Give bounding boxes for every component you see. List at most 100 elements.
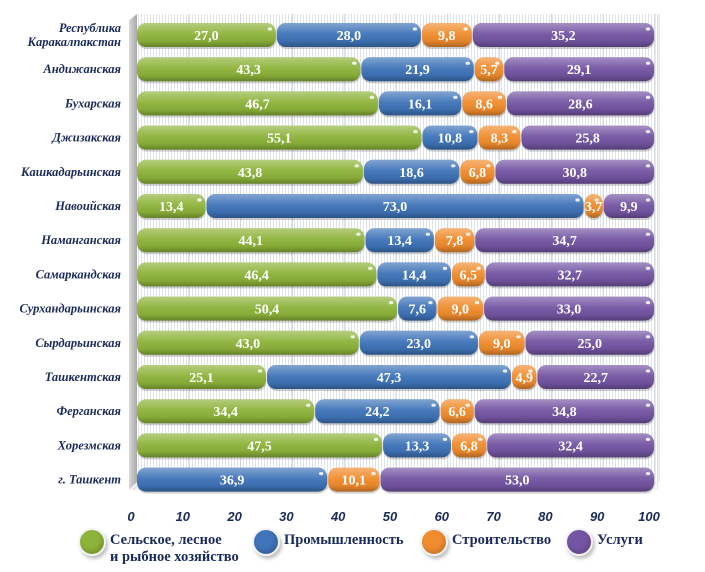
data-label: 25,8 — [575, 132, 600, 147]
data-label: 25,0 — [578, 337, 603, 352]
bar-segment: 50,4 — [137, 296, 398, 323]
bar-highlight — [465, 61, 470, 65]
legend-label-agriculture: Сельское, лесное и рыбное хозяйство — [110, 532, 239, 565]
data-label: 21,9 — [405, 63, 430, 78]
data-label: 47,5 — [247, 439, 272, 454]
bar-segment: 46,4 — [137, 262, 377, 289]
data-label: 9,0 — [452, 303, 470, 318]
bar-highlight — [528, 369, 533, 373]
bar-gloss — [537, 365, 654, 389]
bar-segment: 8,3 — [478, 125, 521, 152]
bar-gloss — [315, 399, 440, 424]
bar-segment: 32,4 — [487, 433, 655, 460]
bar-gloss — [137, 57, 361, 82]
bar-row: 13,4 73,0 3,7 9,9 — [137, 194, 655, 220]
x-tick-label: 60 — [435, 509, 450, 524]
bar-highlight — [495, 61, 500, 65]
bar-highlight — [474, 301, 480, 305]
bar-gloss — [137, 330, 359, 355]
data-label: 24,2 — [365, 405, 390, 420]
data-label: 14,4 — [402, 268, 427, 283]
bar-highlight — [512, 130, 517, 134]
bar-highlight — [645, 232, 651, 236]
category-label-line: Бухарская — [64, 96, 122, 110]
bar-segment: 6,8 — [451, 433, 487, 460]
category-label: г. Ташкент — [58, 473, 121, 487]
bar-row: 25,1 47,3 4,9 22,7 — [137, 365, 655, 391]
data-label: 7,8 — [446, 234, 464, 249]
data-label: 44,1 — [238, 234, 263, 249]
data-label: 18,6 — [399, 166, 424, 181]
x-tick-label: 90 — [590, 509, 605, 524]
data-label: 50,4 — [255, 303, 280, 318]
bar-segment: 16,1 — [378, 91, 462, 118]
bar-highlight — [645, 61, 651, 65]
bar-highlight — [413, 130, 418, 134]
data-label: 34,7 — [552, 234, 577, 249]
bar-row: 36,9 10,1 53,0 — [137, 467, 655, 494]
category-label-line: Сурхандарьинская — [19, 302, 121, 316]
data-label: 13,4 — [159, 200, 184, 215]
bar-highlight — [476, 266, 481, 270]
category-label: Самаркандская — [36, 267, 122, 281]
data-label: 5,7 — [480, 63, 498, 78]
data-label: 6,8 — [460, 439, 478, 454]
bar-segment: 7,8 — [434, 228, 475, 255]
bar-highlight — [469, 130, 474, 134]
bar-segment: 43,3 — [137, 57, 361, 84]
data-label: 34,8 — [552, 405, 577, 420]
bar-highlight — [463, 27, 468, 31]
bar-row: 43,8 18,6 6,8 30,8 — [137, 159, 655, 186]
bar-highlight — [465, 403, 470, 407]
data-label: 34,4 — [213, 405, 238, 420]
data-label: 46,4 — [244, 268, 269, 283]
data-label: 23,0 — [407, 337, 432, 352]
category-label: Бухарская — [64, 96, 122, 110]
bar-highlight — [412, 27, 418, 31]
bar-row: 44,1 13,4 7,8 34,7 — [137, 228, 655, 255]
bar-row: 34,4 24,2 6,6 34,8 — [137, 399, 655, 426]
bar-gloss — [603, 194, 654, 218]
bar-gloss — [398, 296, 437, 321]
bar-highlight — [388, 301, 394, 305]
data-label: 28,0 — [337, 29, 362, 44]
data-label: 27,0 — [194, 29, 219, 44]
bar-segment: 23,0 — [359, 330, 479, 357]
bar-highlight — [645, 335, 651, 339]
data-label: 7,6 — [409, 303, 427, 318]
legend-item-services: Услуги — [565, 528, 643, 556]
bar-highlight — [431, 403, 436, 407]
bar-gloss — [460, 159, 495, 184]
data-label: 30,8 — [562, 166, 587, 181]
legend: Сельское, лесное и рыбное хозяйство Пром… — [0, 528, 705, 572]
category-label: Хорезмская — [57, 438, 122, 452]
bar-gloss — [380, 467, 654, 492]
bar-segment: 32,7 — [485, 262, 655, 289]
bar-segment: 29,1 — [504, 57, 655, 84]
data-label: 43,8 — [238, 166, 263, 181]
x-tick-label: 80 — [538, 509, 553, 524]
plot-side-wall — [129, 14, 137, 490]
bar-segment: 21,9 — [361, 57, 475, 84]
bar-highlight — [451, 164, 456, 168]
data-label: 46,7 — [245, 97, 270, 112]
bar-gloss — [487, 433, 654, 458]
bar-segment: 9,9 — [603, 194, 655, 220]
bar-segment: 35,2 — [472, 23, 655, 49]
bar-row: 47,5 13,3 6,8 32,4 — [137, 433, 655, 460]
bar-segment: 44,1 — [137, 228, 365, 255]
bar-highlight — [645, 472, 651, 476]
bar-highlight — [645, 95, 651, 99]
bar-highlight — [371, 472, 376, 476]
bar-highlight — [575, 198, 580, 202]
data-label: 55,1 — [267, 132, 292, 147]
bar-highlight — [352, 61, 357, 65]
category-label-line: Каракалпакстан — [27, 35, 121, 49]
bar-gloss — [484, 296, 654, 321]
bar-gloss — [361, 57, 474, 82]
bar-highlight — [645, 164, 651, 168]
bar-highlight — [645, 266, 651, 270]
data-label: 22,7 — [583, 371, 608, 386]
data-label: 13,3 — [405, 439, 430, 454]
bar-segment: 55,1 — [137, 125, 422, 152]
